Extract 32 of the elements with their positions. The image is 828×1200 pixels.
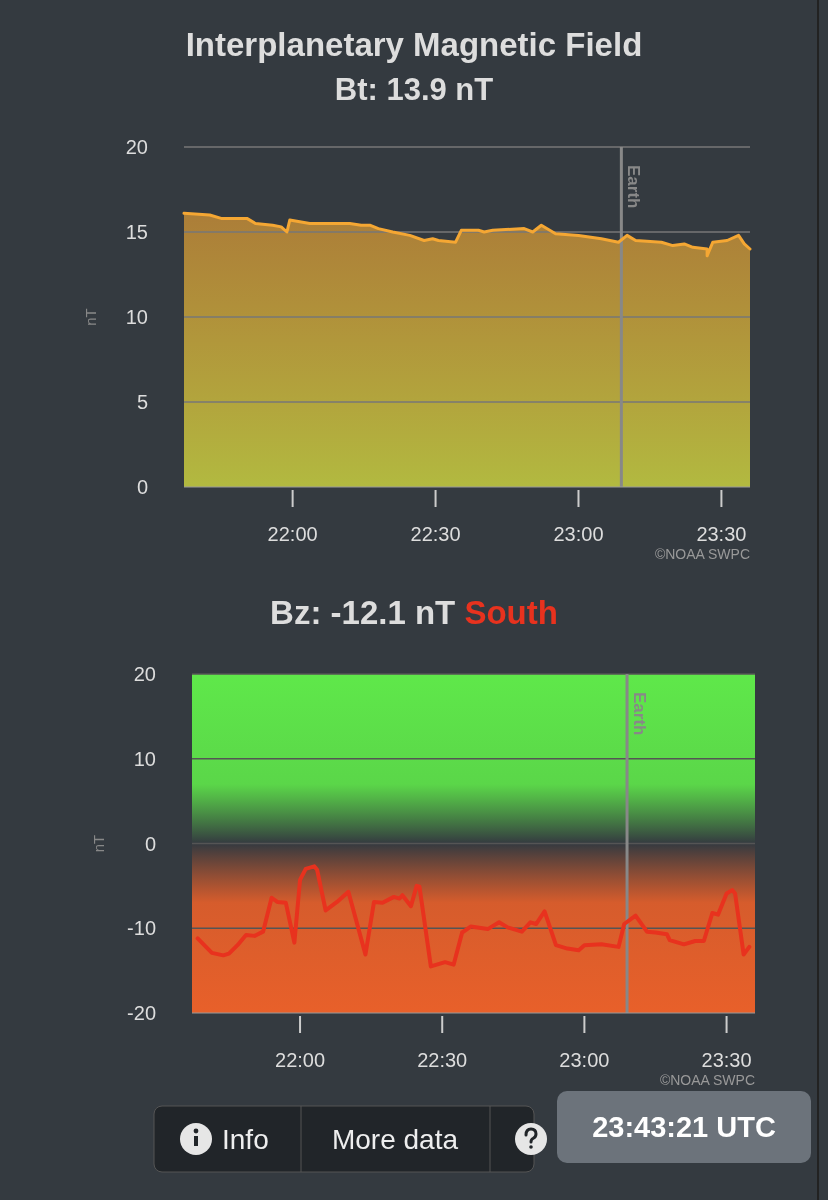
line-series — [195, 864, 752, 969]
x-tick-label: 22:00 — [267, 523, 318, 545]
y-tick-label: 10 — [125, 306, 148, 328]
x-tick-label: 22:30 — [410, 523, 461, 545]
y-axis-title: nT — [82, 308, 99, 326]
x-tick-label: 23:30 — [701, 1049, 752, 1071]
ref-line-label: Earth — [630, 692, 650, 736]
x-tick-label: 23:00 — [559, 1049, 610, 1071]
y-tick-label: 15 — [125, 221, 148, 243]
y-tick-label: 5 — [136, 391, 148, 413]
y-tick-label: -10 — [127, 917, 156, 940]
y-tick-label: 0 — [144, 832, 156, 855]
y-tick-label: 0 — [136, 476, 148, 498]
text: 23:43:21 UTC — [592, 1111, 776, 1143]
text: ©NOAA SWPC — [659, 1072, 755, 1088]
chart-title: Bz: -12.1 nT — [270, 594, 456, 631]
chart-title: Interplanetary Magnetic Field — [185, 26, 643, 63]
x-tick-label: 23:30 — [696, 523, 747, 545]
text: More data — [331, 1124, 459, 1155]
chart-subtitle: South — [455, 594, 558, 631]
y-tick-label: 20 — [125, 136, 148, 158]
text: Info — [222, 1124, 269, 1155]
ref-line-label: Earth — [624, 165, 644, 209]
text: ©NOAA SWPC — [654, 546, 750, 562]
x-tick-label: 22:00 — [275, 1049, 326, 1071]
y-tick-label: 20 — [133, 663, 156, 685]
x-tick-label: 22:30 — [417, 1049, 468, 1071]
y-tick-label: 10 — [133, 747, 156, 770]
x-tick-label: 23:00 — [553, 523, 604, 545]
y-tick-label: -20 — [127, 1002, 156, 1024]
chart-subtitle: Bt: 13.9 nT — [334, 72, 494, 107]
y-axis-title: nT — [90, 834, 107, 853]
